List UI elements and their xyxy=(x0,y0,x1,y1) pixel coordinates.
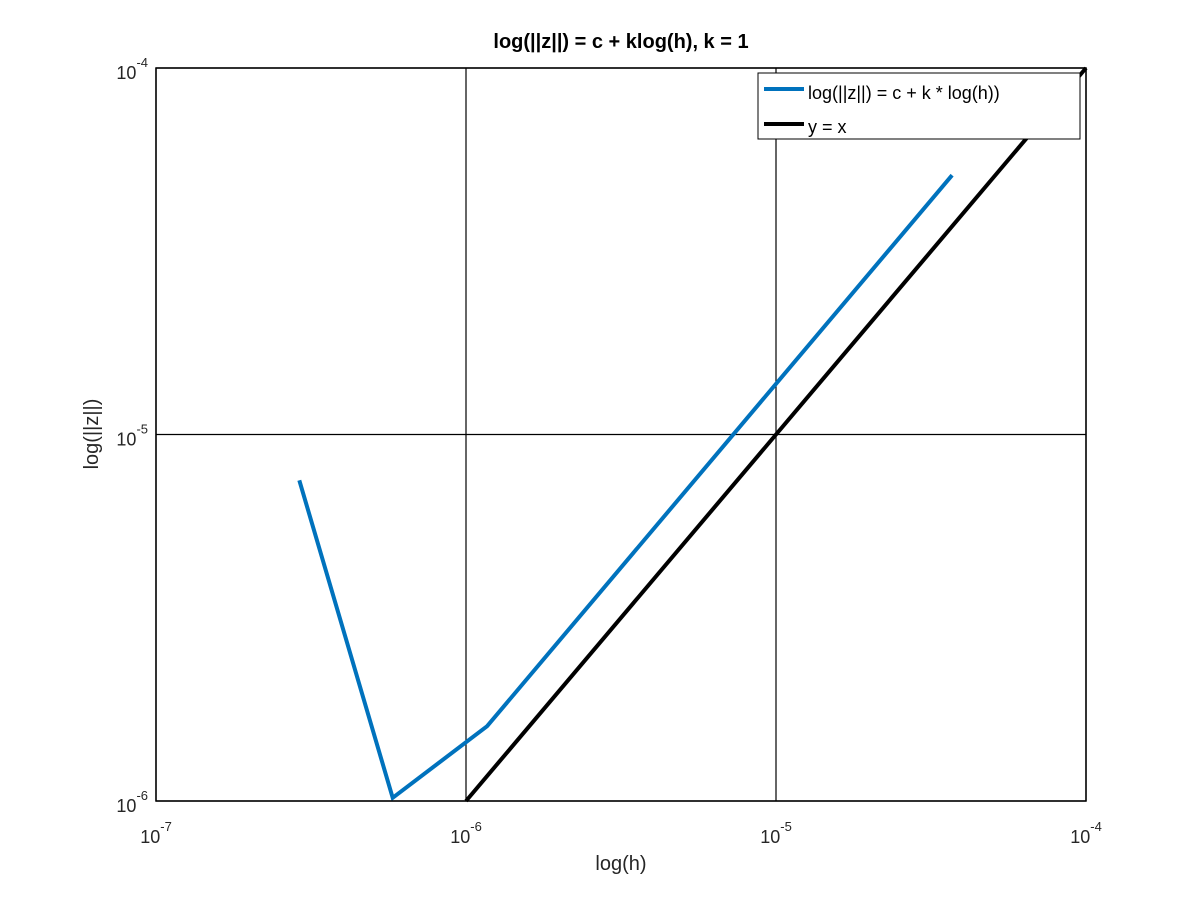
y-tick-base: 10 xyxy=(116,63,136,83)
legend: log(||z||) = c + k * log(h)) y = x xyxy=(758,73,1080,139)
legend-label-series-1: log(||z||) = c + k * log(h)) xyxy=(808,83,1000,103)
x-tick-exponent: -6 xyxy=(470,819,482,834)
y-tick-exponent: -5 xyxy=(136,422,148,437)
x-tick-exponent: -5 xyxy=(780,819,792,834)
x-tick-base: 10 xyxy=(760,827,780,847)
x-tick-exponent: -4 xyxy=(1090,819,1102,834)
y-tick-base: 10 xyxy=(116,796,136,816)
y-tick-exponent: -6 xyxy=(136,788,148,803)
x-axis-label: log(h) xyxy=(595,853,646,875)
x-tick-base: 10 xyxy=(1070,827,1090,847)
x-tick-base: 10 xyxy=(140,827,160,847)
x-tick-base: 10 xyxy=(450,827,470,847)
chart-title: log(||z||) = c + klog(h), k = 1 xyxy=(493,31,748,53)
y-tick-exponent: -4 xyxy=(136,55,148,70)
legend-label-series-2: y = x xyxy=(808,117,847,137)
y-axis-label: log(||z||) xyxy=(81,399,103,470)
x-tick-exponent: -7 xyxy=(160,819,172,834)
y-tick-base: 10 xyxy=(116,430,136,450)
